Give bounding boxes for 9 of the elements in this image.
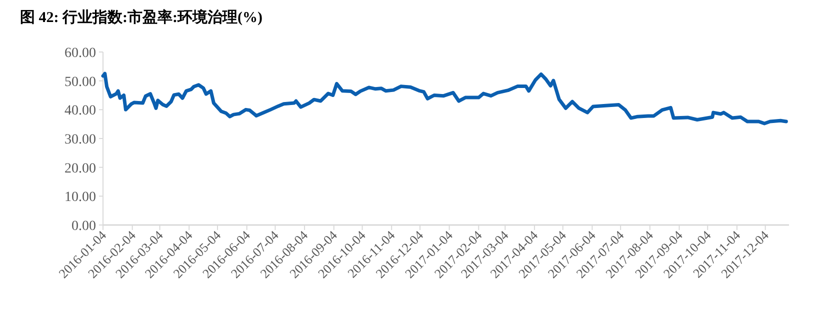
y-tick-label: 30.00	[64, 132, 96, 148]
y-tick-label: 0.00	[72, 219, 96, 234]
line-series	[101, 72, 788, 126]
chart-title: 图 42: 行业指数:市盈率:环境治理(%)	[20, 8, 262, 26]
y-tick-label: 40.00	[64, 104, 96, 119]
y-tick-label: 20.00	[64, 161, 96, 176]
y-tick-label: 60.00	[64, 46, 96, 61]
y-tick-label: 50.00	[64, 74, 96, 90]
y-tick-label: 10.00	[64, 190, 96, 206]
